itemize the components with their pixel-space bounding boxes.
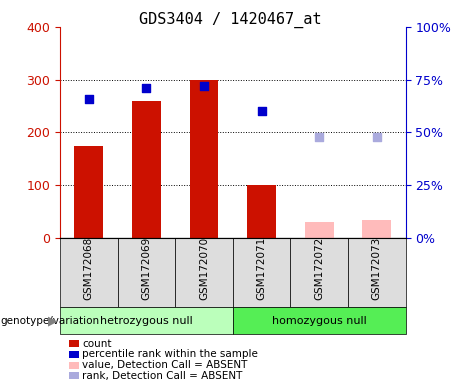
Text: homozygous null: homozygous null (272, 316, 366, 326)
Point (142, 85, 150, 91)
Text: GSM172071: GSM172071 (257, 237, 266, 300)
Point (200, 83, 207, 89)
Bar (247, 185, 276, 238)
Point (85, 96, 92, 102)
Bar (362, 220, 391, 238)
Point (258, 108, 266, 114)
Bar (74, 146, 103, 238)
Text: count: count (82, 339, 112, 349)
Point (315, 134, 323, 140)
Text: GSM172070: GSM172070 (199, 237, 209, 300)
Text: GDS3404 / 1420467_at: GDS3404 / 1420467_at (139, 12, 322, 28)
Text: GSM172068: GSM172068 (84, 237, 94, 300)
Text: value, Detection Call = ABSENT: value, Detection Call = ABSENT (82, 360, 248, 370)
Text: genotype/variation: genotype/variation (0, 316, 99, 326)
Text: rank, Detection Call = ABSENT: rank, Detection Call = ABSENT (82, 371, 242, 381)
Bar (305, 222, 334, 238)
Point (373, 134, 381, 140)
Bar (132, 101, 161, 238)
Bar (189, 79, 219, 238)
Text: GSM172069: GSM172069 (142, 237, 151, 300)
Text: GSM172073: GSM172073 (372, 237, 382, 300)
Text: percentile rank within the sample: percentile rank within the sample (82, 349, 258, 359)
Text: GSM172072: GSM172072 (314, 237, 324, 300)
Text: ▶: ▶ (48, 314, 58, 327)
Text: hetrozygous null: hetrozygous null (100, 316, 193, 326)
